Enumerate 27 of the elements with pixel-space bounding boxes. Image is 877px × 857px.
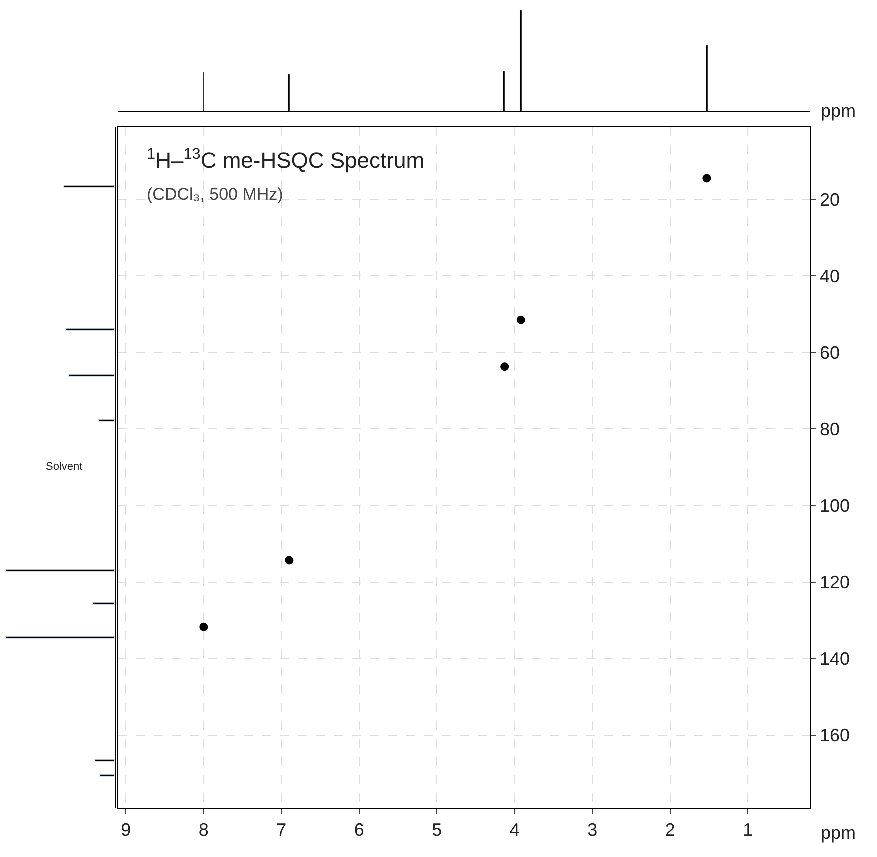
annotation: Solvent — [46, 461, 83, 473]
x-axis-title: ppm — [821, 101, 856, 121]
point — [702, 174, 712, 183]
y-tick-label: 140 — [820, 649, 850, 670]
x-tick-label: 5 — [432, 820, 442, 840]
x-tick-label: 6 — [354, 820, 364, 840]
point — [516, 316, 526, 324]
y-tick-label: 120 — [820, 572, 850, 593]
x-tick-label: 8 — [198, 820, 209, 840]
y-tick-label: 160 — [820, 726, 850, 746]
text: $^{1}$H–$^{13}$C me-HSQC Spectrum — [147, 146, 425, 174]
y-tick-label: 60 — [820, 342, 840, 363]
x-tick-label: 7 — [276, 820, 287, 840]
x-tick-label: 3 — [588, 820, 598, 840]
point — [500, 362, 510, 372]
y-tick-label: 40 — [820, 266, 840, 286]
x-axis-title: ppm — [821, 823, 856, 843]
y-tick-label: 100 — [820, 496, 850, 516]
y-tick-label: 80 — [820, 420, 840, 440]
x-tick-label: 1 — [743, 820, 754, 840]
x-tick-label: 2 — [665, 820, 676, 840]
point — [200, 622, 208, 632]
y-tick-label: 20 — [820, 190, 840, 210]
x-tick-label: 9 — [121, 820, 132, 840]
text: (CDCl₃, 500 MHz) — [147, 185, 284, 204]
point — [285, 556, 294, 565]
x-tick-label: 4 — [510, 820, 520, 840]
